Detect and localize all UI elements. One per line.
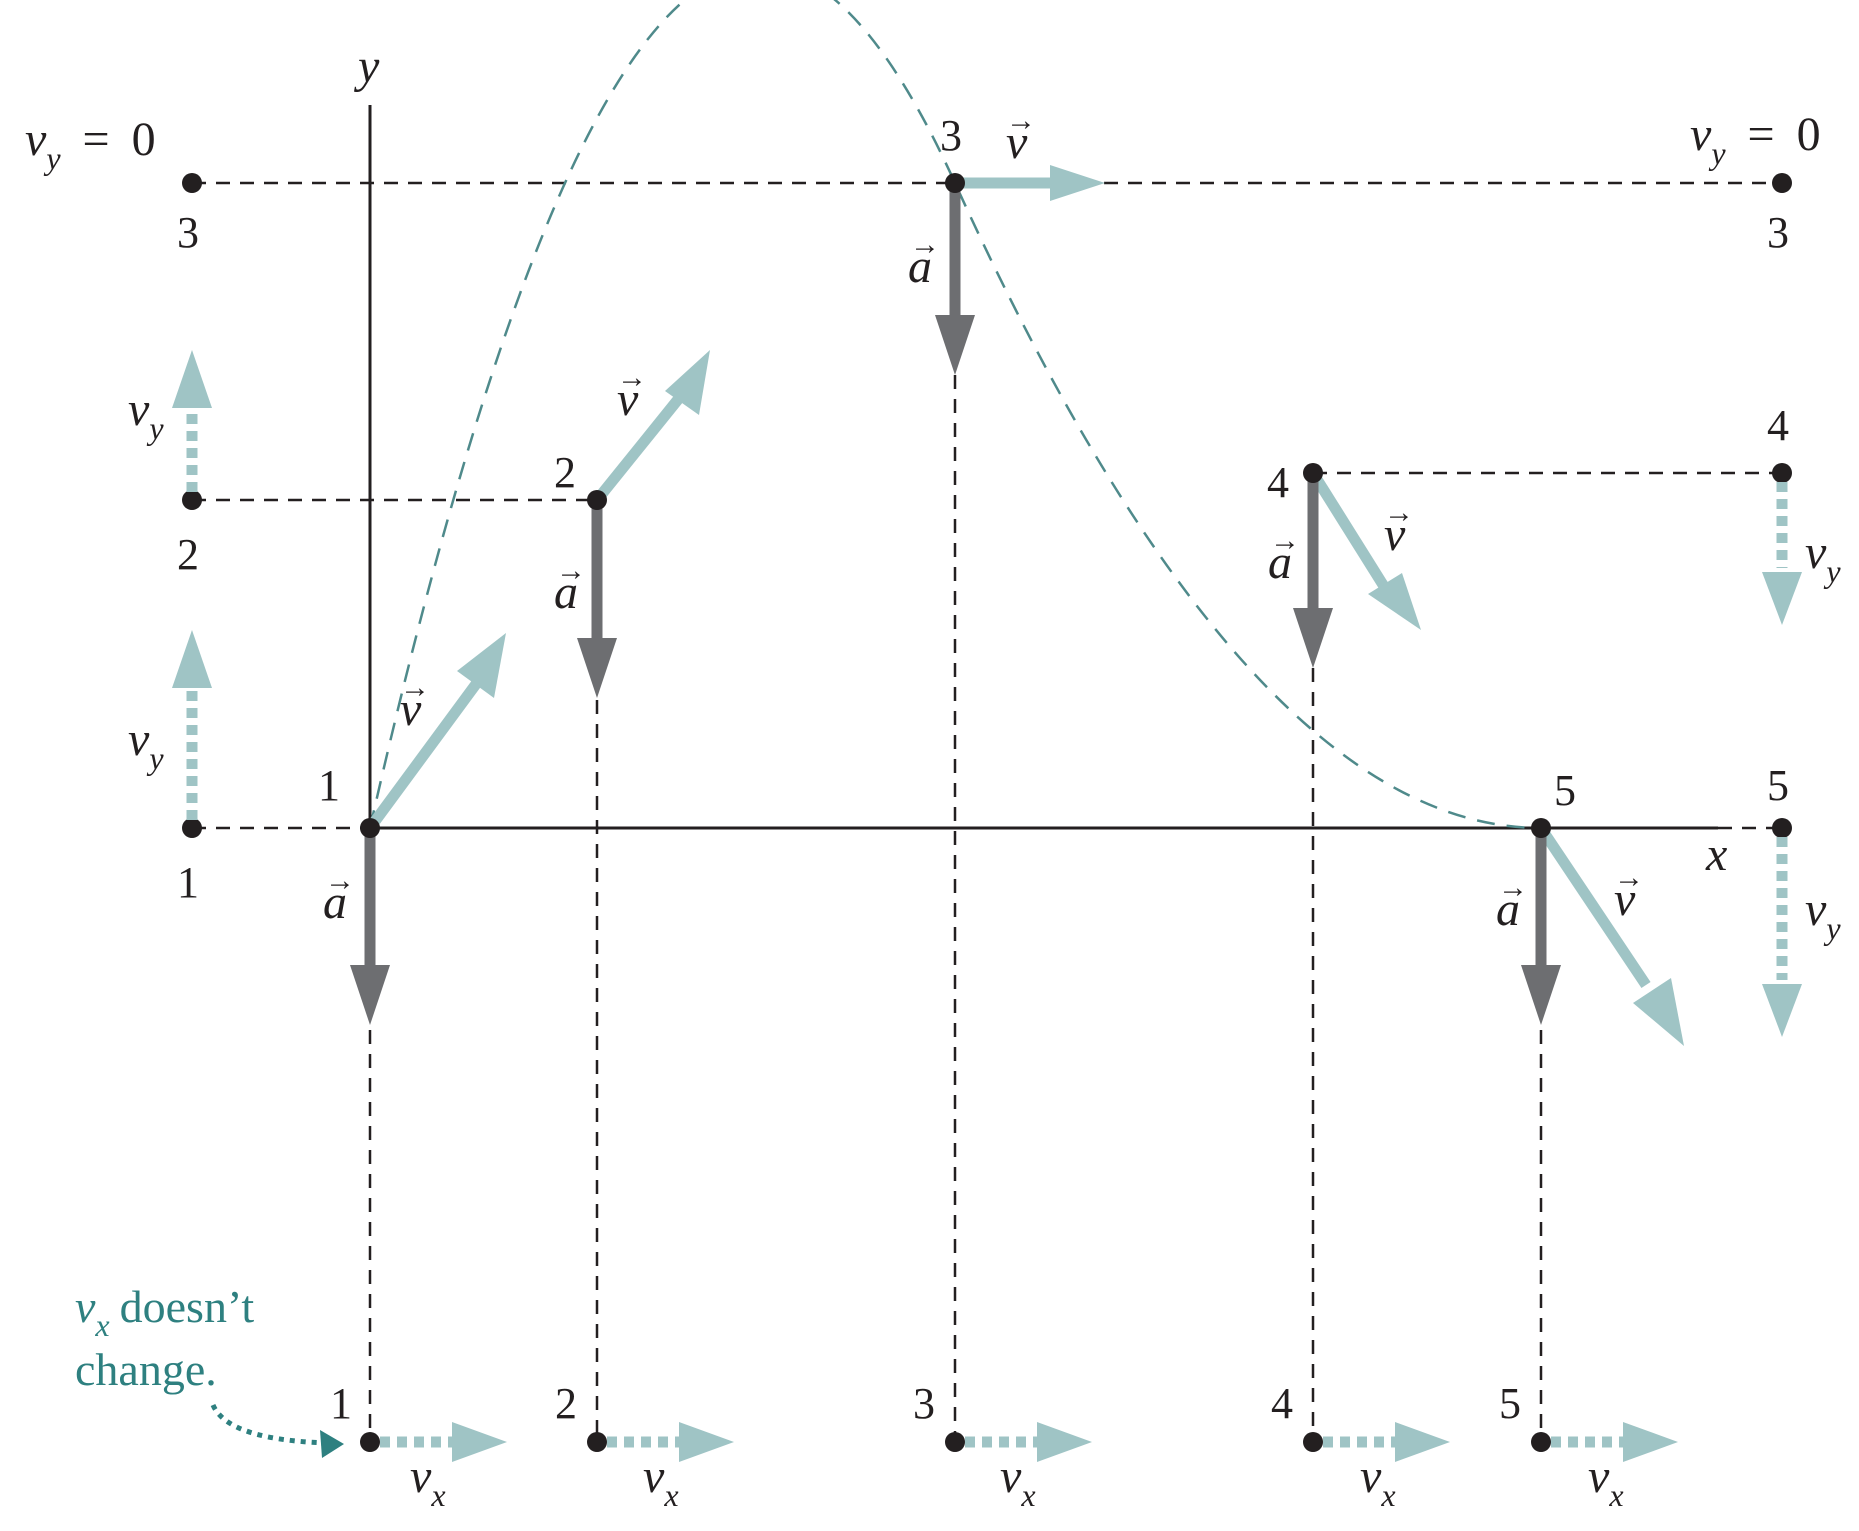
svg-text:v: v (400, 683, 422, 736)
velocity-label-1: v → (400, 671, 430, 736)
vector-arrow-icon: → (1614, 861, 1644, 894)
vector-arrow-icon: → (325, 864, 355, 897)
left-vy-arrow-1 (172, 630, 212, 820)
svg-text:vx: vx (1588, 1450, 1624, 1513)
note-pointer-arrow (210, 1403, 344, 1458)
acceleration-label-4: a → (1268, 524, 1300, 589)
right-point-5 (1772, 818, 1792, 838)
trajectory-point-2 (587, 490, 607, 510)
acceleration-vector-4 (1293, 473, 1333, 668)
velocity-vector-3 (955, 165, 1105, 201)
vector-arrow-icon: → (1006, 104, 1036, 137)
trajectory-curve (368, 0, 1542, 830)
right-vy-arrow-4 (1762, 482, 1802, 625)
x-axis-label: x (1705, 828, 1727, 881)
svg-text:vx: vx (1360, 1450, 1396, 1513)
left-label-3: 3 (177, 208, 199, 257)
svg-text:v: v (617, 373, 639, 426)
vector-arrow-icon: → (910, 228, 940, 261)
point-label-4: 4 (1267, 458, 1289, 507)
vector-arrow-icon: → (556, 554, 586, 587)
svg-text:v: v (1614, 873, 1636, 926)
y-axis-label: y (353, 40, 380, 93)
vector-arrow-icon: → (1384, 496, 1414, 529)
velocity-vector-4 (1308, 470, 1421, 630)
right-label-5: 5 (1767, 761, 1789, 810)
velocity-label-5: v → (1614, 861, 1644, 926)
trajectory-point-3 (945, 173, 965, 193)
point-label-3: 3 (940, 111, 962, 160)
velocity-label-4: v → (1384, 496, 1414, 561)
acceleration-label-1: a → (323, 864, 355, 929)
acceleration-label-2: a → (554, 554, 586, 619)
bottom-vx-3: 3 vx (913, 1379, 1092, 1513)
trajectory-point-5 (1531, 818, 1551, 838)
left-label-2: 2 (177, 530, 199, 579)
bottom-vx-5: 5 vx (1499, 1379, 1678, 1513)
acceleration-vector-5 (1521, 828, 1561, 1025)
vector-arrow-icon: → (617, 361, 647, 394)
left-point-2 (182, 490, 202, 510)
svg-text:v: v (1006, 116, 1028, 169)
note-line-1: vx doesn’t (75, 1281, 254, 1343)
acceleration-vector-3 (935, 183, 975, 375)
right-label-3: 3 (1767, 208, 1789, 257)
svg-text:2: 2 (555, 1379, 577, 1428)
svg-text:vx: vx (643, 1450, 679, 1513)
svg-text:vx: vx (1000, 1450, 1036, 1513)
left-vy-arrow-2 (172, 350, 212, 492)
left-vy-zero-label: vy = 0 (25, 113, 156, 176)
svg-text:4: 4 (1271, 1379, 1293, 1428)
svg-text:5: 5 (1499, 1379, 1521, 1428)
bottom-vx-2: 2 vx (555, 1379, 734, 1513)
point-label-5: 5 (1554, 766, 1576, 815)
acceleration-label-5: a → (1496, 871, 1528, 936)
svg-text:v: v (1384, 508, 1406, 561)
trajectory-point-4 (1303, 463, 1323, 483)
vector-arrow-icon: → (1498, 871, 1528, 904)
svg-text:vx: vx (410, 1450, 446, 1513)
point-label-1: 1 (318, 761, 340, 810)
svg-text:a: a (1496, 883, 1520, 936)
trajectory-point-1 (360, 818, 380, 838)
point-label-2: 2 (554, 448, 576, 497)
svg-text:a: a (323, 876, 347, 929)
velocity-vector-2 (592, 350, 710, 504)
velocity-vector-5 (1536, 824, 1684, 1046)
acceleration-vector-1 (350, 828, 390, 1025)
left-vy-label-2: vy (128, 383, 164, 446)
velocity-label-3: v → (1006, 104, 1036, 169)
right-label-4: 4 (1767, 401, 1789, 450)
left-point-3 (182, 173, 202, 193)
svg-text:3: 3 (913, 1379, 935, 1428)
right-point-4 (1772, 463, 1792, 483)
svg-text:a: a (554, 566, 578, 619)
velocity-vector-1 (365, 633, 506, 832)
right-vy-label-5: vy (1805, 883, 1841, 946)
svg-text:a: a (1268, 536, 1292, 589)
svg-text:1: 1 (330, 1379, 352, 1428)
vector-arrow-icon: → (1270, 524, 1300, 557)
right-vy-zero-label: vy = 0 (1690, 108, 1821, 171)
velocity-label-2: v → (617, 361, 647, 426)
vector-arrow-icon: → (400, 671, 430, 704)
bottom-vx-1: 1 vx (330, 1379, 507, 1513)
right-vy-label-4: vy (1805, 526, 1841, 589)
left-label-1: 1 (177, 858, 199, 907)
acceleration-label-3: a → (908, 228, 940, 293)
bottom-vx-4: 4 vx (1271, 1379, 1450, 1513)
acceleration-vector-2 (577, 500, 617, 698)
note-line-2: change. (75, 1344, 217, 1395)
left-vy-label-1: vy (128, 713, 164, 776)
bottom-vx-row: 1 vx 2 vx 3 vx 4 vx 5 (330, 1379, 1678, 1513)
left-point-1 (182, 818, 202, 838)
svg-text:a: a (908, 240, 932, 293)
right-vy-arrow-5 (1762, 837, 1802, 1037)
right-point-3 (1772, 173, 1792, 193)
